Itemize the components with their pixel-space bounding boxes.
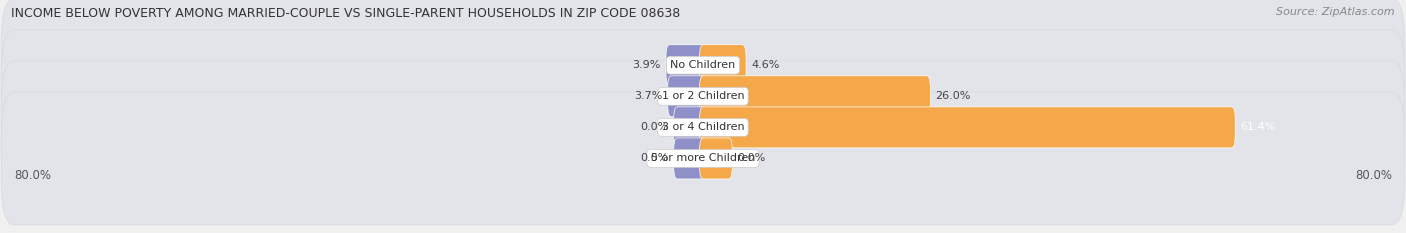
- FancyBboxPatch shape: [1, 30, 1405, 163]
- FancyBboxPatch shape: [1, 61, 1405, 194]
- Text: 80.0%: 80.0%: [1355, 169, 1392, 182]
- FancyBboxPatch shape: [666, 45, 706, 86]
- Text: 4.6%: 4.6%: [751, 60, 779, 70]
- Text: 1 or 2 Children: 1 or 2 Children: [662, 91, 744, 101]
- FancyBboxPatch shape: [700, 107, 1236, 148]
- Text: 3.7%: 3.7%: [634, 91, 662, 101]
- Text: 3 or 4 Children: 3 or 4 Children: [662, 122, 744, 132]
- Text: 26.0%: 26.0%: [935, 91, 972, 101]
- Text: 80.0%: 80.0%: [14, 169, 51, 182]
- FancyBboxPatch shape: [700, 138, 733, 179]
- FancyBboxPatch shape: [673, 107, 706, 148]
- Text: 0.0%: 0.0%: [640, 154, 669, 163]
- FancyBboxPatch shape: [673, 138, 706, 179]
- FancyBboxPatch shape: [1, 0, 1405, 132]
- FancyBboxPatch shape: [1, 92, 1405, 225]
- FancyBboxPatch shape: [700, 76, 931, 117]
- Text: INCOME BELOW POVERTY AMONG MARRIED-COUPLE VS SINGLE-PARENT HOUSEHOLDS IN ZIP COD: INCOME BELOW POVERTY AMONG MARRIED-COUPL…: [11, 7, 681, 20]
- Text: 0.0%: 0.0%: [640, 122, 669, 132]
- FancyBboxPatch shape: [668, 76, 706, 117]
- Text: Source: ZipAtlas.com: Source: ZipAtlas.com: [1277, 7, 1395, 17]
- FancyBboxPatch shape: [700, 45, 747, 86]
- Text: 61.4%: 61.4%: [1240, 122, 1275, 132]
- Text: 3.9%: 3.9%: [633, 60, 661, 70]
- Text: No Children: No Children: [671, 60, 735, 70]
- Text: 0.0%: 0.0%: [738, 154, 766, 163]
- Text: 5 or more Children: 5 or more Children: [651, 154, 755, 163]
